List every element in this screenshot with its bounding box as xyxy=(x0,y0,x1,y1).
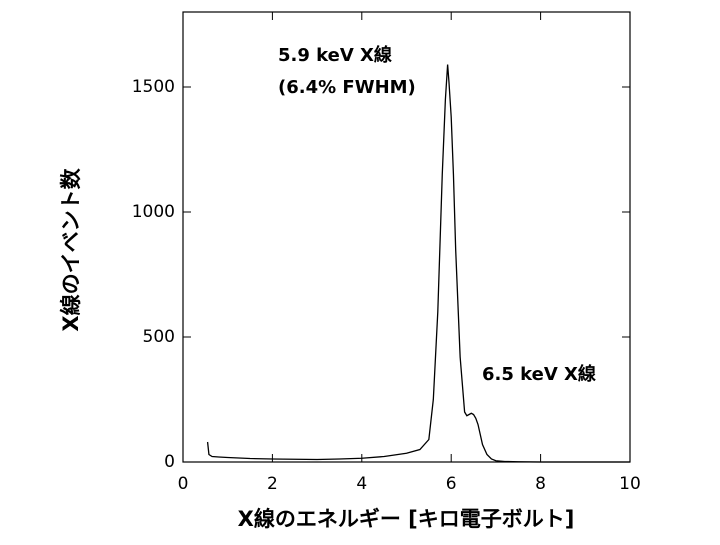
x-tick-label: 2 xyxy=(267,474,278,494)
x-tick-label: 4 xyxy=(356,474,367,494)
annotation: 6.5 keV X線 xyxy=(482,363,596,385)
y-tick-label: 0 xyxy=(164,452,175,472)
x-tick-label: 0 xyxy=(178,474,189,494)
spectrum-line xyxy=(206,64,630,463)
x-tick-label: 10 xyxy=(619,474,641,494)
plot-frame xyxy=(182,11,631,463)
x-axis-label: X線のエネルギー [キロ電子ボルト] xyxy=(238,507,575,531)
y-tick-label: 500 xyxy=(143,327,175,347)
y-axis-label: X線のイベント数 xyxy=(59,167,83,331)
x-tick-label: 6 xyxy=(446,474,457,494)
x-tick-label: 8 xyxy=(535,474,546,494)
annotation: (6.4% FWHM) xyxy=(278,77,416,98)
y-tick-label: 1500 xyxy=(132,77,175,97)
annotation: 5.9 keV X線 xyxy=(278,44,392,66)
y-tick-label: 1000 xyxy=(132,202,175,222)
